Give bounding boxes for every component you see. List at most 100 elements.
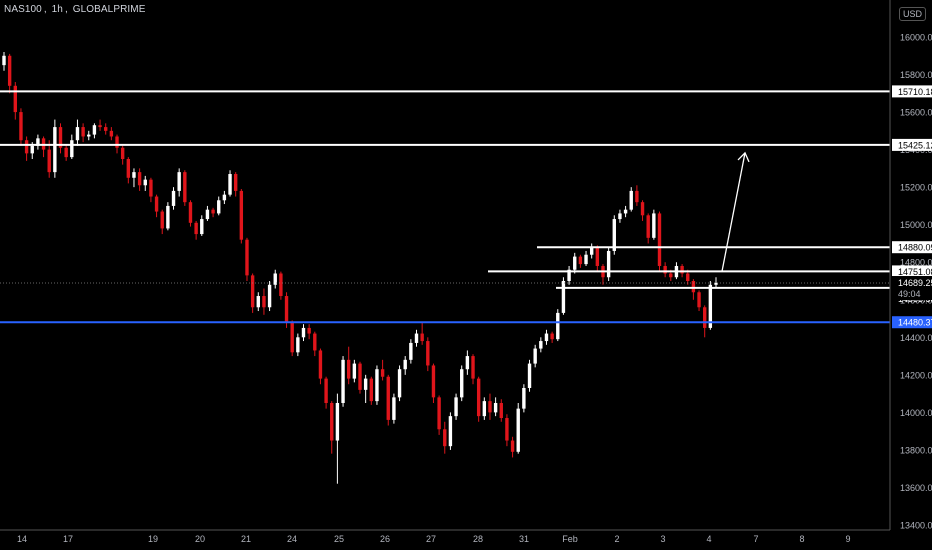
candle-body [573,256,577,270]
candle-body [30,145,34,154]
candle-body [680,265,684,274]
time-tick-label: 7 [753,534,758,544]
candle-body [561,281,566,313]
price-tick-label: 14800.00 [900,258,932,268]
candle-body [409,342,413,360]
candle-body [629,190,633,210]
current-price-label: 14689.25 [898,278,932,288]
candle-body [341,359,345,403]
price-tick-label: 15200.00 [900,183,932,193]
candle-body [556,312,560,340]
time-tick-label: 19 [148,534,158,544]
currency-badge[interactable]: USD [898,7,926,21]
time-tick-label: 14 [17,534,27,544]
candle-body [567,269,571,281]
candle-body [115,136,119,148]
candle-body [516,408,520,452]
candle-body [708,284,713,328]
candle-body [358,363,362,390]
candle-body [499,403,503,419]
candle-body [443,429,447,447]
candle-body [279,273,283,297]
candle-body [527,363,532,388]
candle-body [13,85,17,113]
candle-body [618,213,622,220]
current-price-badge-bg [892,276,932,301]
candle-body [318,350,323,379]
candle-body [262,296,266,308]
candle-body [335,403,340,441]
time-tick-label: 3 [660,534,665,544]
symbol-label: NAS100 [4,4,42,15]
candle-body [420,333,424,342]
candle-body [205,209,210,220]
candle-body [392,397,396,420]
candle-body [250,275,255,308]
level-badge-blue: 14480.37 [898,318,932,328]
candle-body [330,403,334,441]
candle-body [612,219,616,251]
candle-body [53,127,57,173]
candle-body [657,213,662,266]
price-tick-label: 13600.00 [900,483,932,493]
candle-body [595,247,600,266]
time-tick-label: 17 [63,534,73,544]
candle-body [493,403,498,413]
candle-body [414,333,419,343]
candle-body [92,125,97,135]
price-tick-label: 15800.00 [900,70,932,80]
candle-body [149,179,153,197]
candle-body [640,202,645,216]
candle-body [505,418,509,441]
candle-body [217,200,221,214]
candle-body [386,376,390,420]
candle-body [522,387,526,409]
candle-body [143,179,147,186]
candle-body [154,196,159,212]
candle-body [589,247,594,255]
price-tick-label: 14600.00 [900,295,932,305]
candle-body [375,369,379,402]
level-badge: 14751.08 [898,267,932,277]
price-tick-label: 14000.00 [900,408,932,418]
candle-body [200,219,204,235]
interval-label: 1h [51,4,63,15]
candle-body [132,172,136,178]
candle-body [578,256,583,265]
candle-body [324,378,328,403]
candle-body [635,190,639,203]
candle-body [544,333,549,342]
candle-body [256,296,260,308]
candle-body [290,322,294,353]
candle-body [301,327,306,338]
candle-body [307,327,311,334]
title-separator-2: , [64,4,71,15]
candle-body [166,205,170,229]
time-tick-label: 9 [845,534,850,544]
price-tick-label: 14400.00 [900,333,932,343]
candle-body [606,250,611,278]
candle-body [2,55,6,66]
candle-body [296,337,300,353]
time-tick-label: 26 [380,534,390,544]
broker-label: GLOBALPRIME [72,4,146,15]
candle-body [669,273,673,278]
candle-body [454,397,458,417]
time-tick-label: 25 [334,534,344,544]
level-badge-bg [892,85,932,98]
price-tick-label: 13800.00 [900,445,932,455]
candle-body [109,130,114,137]
candle-body [533,348,537,364]
candle-body [714,282,718,285]
time-tick-label: 24 [287,534,297,544]
candle-body [7,55,12,86]
candle-body [98,125,102,128]
price-tick-label: 13400.00 [900,521,932,531]
candle-body [81,127,85,137]
candle-body [120,147,125,159]
time-tick-label: 20 [195,534,205,544]
candle-body [550,333,554,340]
candle-body [476,378,481,417]
